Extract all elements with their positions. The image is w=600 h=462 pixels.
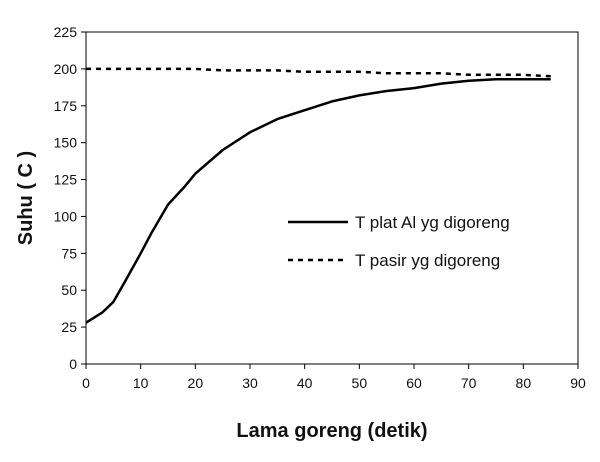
y-tick-label: 225 [54, 24, 78, 40]
plot-area-frame [85, 31, 579, 365]
y-tick-label: 75 [61, 245, 77, 261]
y-tick-label: 0 [69, 356, 77, 372]
series-line-t-plat-al [85, 77, 551, 324]
x-tick-label: 90 [570, 375, 586, 391]
x-tick-label: 70 [461, 375, 477, 391]
y-tick-label: 150 [54, 135, 78, 151]
y-tick-label: 125 [54, 172, 78, 188]
x-tick-label: 60 [406, 375, 422, 391]
x-tick-label: 20 [188, 375, 204, 391]
series-line-t-pasir [86, 67, 551, 78]
y-tick-label: 100 [54, 208, 78, 224]
x-tick-label: 50 [352, 375, 368, 391]
legend: T plat Al yg digoreng T pasir yg digoren… [288, 213, 510, 270]
legend-label-t-plat-al: T plat Al yg digoreng [355, 213, 510, 232]
y-tick-label: 50 [61, 282, 77, 298]
x-axis-title: Lama goreng (detik) [236, 420, 427, 442]
x-tick-label: 30 [242, 375, 258, 391]
y-tick-label: 200 [54, 61, 78, 77]
series-layer [85, 67, 551, 324]
y-axis-title: Suhu ( C ) [15, 151, 37, 245]
x-tick-label: 80 [516, 375, 532, 391]
x-axis: 0 10 20 30 40 50 60 70 80 90 [82, 364, 586, 391]
x-tick-label: 40 [297, 375, 313, 391]
y-tick-label: 175 [54, 98, 78, 114]
y-axis: 0 25 50 75 100 125 150 175 200 225 [54, 24, 86, 372]
y-tick-label: 25 [61, 319, 77, 335]
x-tick-label: 10 [133, 375, 149, 391]
legend-label-t-pasir: T pasir yg digoreng [355, 251, 500, 270]
x-tick-label: 0 [82, 375, 90, 391]
